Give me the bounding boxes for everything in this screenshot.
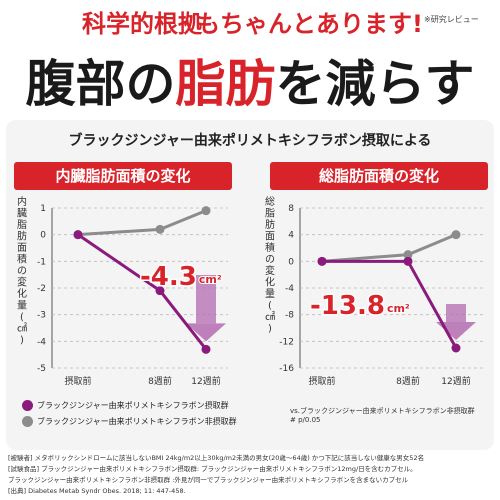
banner-rest: もちゃんとあります!: [196, 10, 423, 38]
panel-title: ブラックジンジャー由来ポリメトキシフラボン摂取による: [68, 133, 432, 149]
y-axis-label-char: 肪: [265, 218, 275, 231]
legend: ブラックジンジャー由来ポリメトキシフラボン摂取群 ブラックジンジャー由来ポリメト…: [22, 398, 492, 434]
y-axis-label-char: 変: [17, 276, 27, 289]
y-axis-label-char: の: [265, 255, 275, 266]
y-axis-label-char: 量: [265, 288, 275, 300]
y-axis-label-char: 脂: [265, 207, 275, 220]
y-axis-label-char: ): [20, 335, 24, 346]
x-tick-label: 12週前: [441, 375, 470, 387]
y-axis-label-char: 量: [17, 300, 27, 312]
y-axis-label-char: 面: [265, 232, 275, 243]
y-tick-label: 8: [288, 204, 294, 214]
y-tick-label: 1: [40, 204, 46, 214]
y-tick-label: -3: [37, 311, 46, 321]
headline-part3: を減らす: [275, 54, 475, 113]
y-axis-label-char: 総: [265, 195, 275, 208]
data-point-placebo: [403, 250, 413, 260]
y-axis-label-char: 化: [17, 287, 27, 300]
footnote-line: [被験者] メタボリックシンドロームに該当しないBMI 24kg/m2以上30k…: [8, 454, 425, 462]
y-axis-label-char: (: [20, 312, 24, 323]
y-tick-label: -8: [285, 311, 294, 321]
y-axis-label-char: 化: [265, 276, 275, 289]
legend-p-note: # p/0.05: [290, 416, 321, 424]
headline-part1: 腹部の: [25, 54, 176, 113]
legend-item-placebo: ブラックジンジャー由来ポリメトキシフラボン非摂取群: [22, 414, 237, 428]
series-line-placebo: [77, 209, 207, 237]
y-axis-label-char: (: [268, 301, 272, 312]
footnote-line: ブラックジンジャー由来ポリメトキシフラボン非摂取群 :外見が同一でブラックジンジ…: [8, 476, 409, 484]
footnote-line: [出典] Diabetes Metab Syndr Obes. 2018; 11…: [8, 487, 186, 495]
legend-dot-placebo: [22, 415, 33, 427]
x-tick-label: 摂取前: [64, 375, 91, 387]
y-axis-label-char: 変: [265, 264, 275, 277]
top-banner: 科学的根拠 もちゃんとあります! ※研究レビュー: [0, 4, 500, 38]
y-tick-label: -16: [279, 364, 294, 374]
footnotes: [被験者] メタボリックシンドロームに該当しないBMI 24kg/m2以上30k…: [8, 453, 496, 497]
arrow-head: [186, 323, 226, 342]
y-axis-label-char: 面: [17, 243, 27, 254]
arrow-head: [436, 322, 476, 340]
y-axis-label-char: 内: [17, 195, 27, 208]
arrow-shaft: [446, 304, 466, 322]
y-tick-label: 0: [40, 231, 46, 241]
x-tick-label: 摂取前: [308, 375, 335, 387]
y-axis-label-char: 肪: [17, 230, 27, 243]
y-tick-label: -1: [37, 257, 46, 267]
y-axis-label-char: ): [268, 324, 272, 335]
y-axis-label-char: 臓: [17, 208, 27, 220]
data-point-treatment: [451, 343, 461, 353]
data-point-treatment: [403, 256, 413, 266]
data-point-treatment: [317, 256, 327, 266]
y-tick-label: -12: [279, 337, 294, 347]
headline-part2: 脂肪: [175, 54, 276, 113]
arrow-shaft: [196, 275, 216, 324]
series-line-placebo: [321, 233, 457, 263]
data-point-treatment: [201, 344, 211, 354]
footnote-line: [試験食品] ブラックジンジャー由来ポリメトキシフラボン摂取群: ブラックジンジ…: [8, 465, 417, 473]
y-axis-label-char: ㎠: [265, 311, 275, 323]
chart-title-total: 総脂肪面積の変化: [270, 162, 488, 190]
y-axis-label-char: ㎠: [17, 323, 27, 335]
series-line-treatment: [77, 233, 208, 351]
x-tick-label: 12週前: [191, 375, 220, 387]
y-axis-label-char: 積: [265, 241, 275, 254]
y-axis-label-char: 積: [17, 253, 27, 266]
y-tick-label: 0: [288, 257, 294, 267]
x-tick-label: 8週前: [396, 375, 420, 387]
chart-title-visceral: 内臓脂肪面積の変化: [14, 162, 232, 190]
y-tick-label: -4: [37, 337, 46, 347]
data-point-placebo: [451, 230, 461, 240]
banner-highlight: 科学的根拠: [82, 10, 202, 38]
y-tick-label: -5: [37, 364, 46, 374]
y-tick-label: -4: [285, 284, 294, 294]
legend-label-treatment: ブラックジンジャー由来ポリメトキシフラボン摂取群: [37, 400, 229, 410]
data-point-placebo: [155, 224, 165, 234]
y-axis-label-char: 脂: [17, 218, 27, 231]
banner-note: ※研究レビュー: [424, 15, 479, 24]
legend-vs-note: vs.ブラックジンジャー由来ポリメトキシフラボン非摂取群: [290, 407, 475, 415]
legend-dot-treatment: [22, 399, 33, 411]
data-point-placebo: [201, 206, 211, 216]
annotation-unit: cm²: [199, 273, 222, 286]
data-point-treatment: [73, 230, 83, 240]
annotation-value: -4.3: [140, 262, 197, 292]
annotation-unit: cm²: [387, 302, 410, 315]
legend-label-placebo: ブラックジンジャー由来ポリメトキシフラボン非摂取群: [37, 416, 237, 426]
legend-item-treatment: ブラックジンジャー由来ポリメトキシフラボン摂取群: [22, 398, 229, 412]
x-tick-label: 8週前: [148, 375, 172, 387]
y-tick-label: -2: [37, 284, 46, 294]
data-point-treatment: [155, 286, 165, 296]
y-tick-label: 4: [288, 231, 294, 241]
annotation-value: -13.8: [310, 291, 385, 321]
headline: 腹部の脂肪を減らす: [0, 44, 500, 113]
y-axis-label-char: の: [17, 266, 27, 277]
